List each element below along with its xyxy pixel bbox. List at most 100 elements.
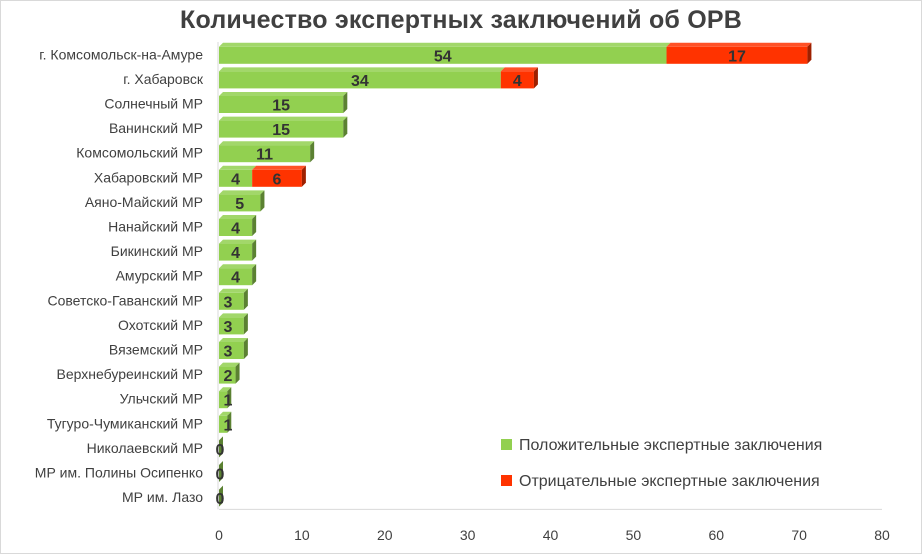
bar-negative <box>666 46 808 64</box>
bar-side-face <box>235 362 240 384</box>
legend-swatch <box>501 439 512 450</box>
data-label: 3 <box>224 344 233 361</box>
legend-label: Отрицательные экспертные заключения <box>519 473 820 490</box>
category-label: Советско-Гаванский МР <box>47 292 203 308</box>
bar-side-face <box>219 436 223 458</box>
bar-positive <box>219 145 311 163</box>
x-tick-label: 80 <box>874 527 890 543</box>
data-label: 0 <box>216 467 225 484</box>
data-label: 6 <box>273 171 282 188</box>
bar-top-face <box>219 411 232 416</box>
category-label: Охотский МР <box>118 317 203 333</box>
bar-top-face <box>219 116 348 121</box>
x-tick-label: 10 <box>294 527 310 543</box>
bar-top-face <box>500 67 538 72</box>
data-label: 2 <box>224 368 233 385</box>
x-tick-label: 0 <box>215 527 223 543</box>
bar-top-face <box>219 92 348 96</box>
bar-side-face <box>219 485 223 507</box>
bar-positive <box>219 317 244 335</box>
bar-top-face <box>219 288 248 293</box>
category-label: Ванинский МР <box>109 120 203 136</box>
category-label: Тугуро-Чумиканский МР <box>47 415 203 431</box>
category-label: МР им. Лазо <box>122 489 203 505</box>
data-label: 4 <box>231 221 240 238</box>
category-label: Комсомольский МР <box>76 145 203 161</box>
data-label: 4 <box>231 270 240 287</box>
data-label: 0 <box>216 491 225 508</box>
bar-top-face <box>219 190 265 195</box>
category-label: Ульчский МР <box>120 391 203 407</box>
bar-side-face <box>260 190 265 212</box>
data-label: 15 <box>272 122 290 139</box>
category-label: Хабаровский МР <box>94 169 203 185</box>
bar-side-face <box>310 141 315 163</box>
bar-top-face <box>219 362 240 367</box>
x-tick-label: 50 <box>626 527 642 543</box>
data-label: 4 <box>513 73 522 90</box>
bar-top-face <box>219 338 248 342</box>
bar-positive <box>219 219 253 236</box>
category-label: Аяно-Майский МР <box>85 194 203 210</box>
bar-positive <box>219 194 261 212</box>
data-label: 0 <box>216 442 225 459</box>
bar-side-face <box>252 239 257 261</box>
bar-top-face <box>219 264 257 269</box>
data-label: 17 <box>728 48 746 65</box>
x-tick-label: 60 <box>708 527 724 543</box>
category-label: Верхнебуреинский МР <box>57 366 203 382</box>
category-label: г. Комсомольск-на-Амуре <box>39 46 203 62</box>
bar-positive <box>219 46 667 64</box>
bar-positive <box>219 342 244 359</box>
bar-side-face <box>343 116 348 138</box>
x-tick-label: 70 <box>791 527 807 543</box>
bar-side-face <box>243 313 248 335</box>
data-label: 4 <box>231 171 240 188</box>
category-label: Николаевский МР <box>87 440 203 456</box>
x-tick-label: 30 <box>460 527 476 543</box>
bar-positive <box>219 71 501 89</box>
bar-top-face <box>219 215 257 219</box>
bar-side-face <box>252 215 257 236</box>
bar-positive <box>219 169 253 187</box>
data-label: 1 <box>224 393 233 410</box>
category-label: Бикинский МР <box>111 243 203 259</box>
bar-positive <box>219 366 236 384</box>
bar-top-face <box>219 141 315 146</box>
bar-positive <box>219 292 244 310</box>
bar-top-face <box>219 387 232 392</box>
bar-side-face <box>343 92 348 113</box>
bar-side-face <box>533 67 538 89</box>
bar-positive <box>219 391 228 409</box>
chart-title: Количество экспертных заключений об ОРВ <box>180 6 742 34</box>
bar-positive <box>219 415 228 433</box>
bar-top-face <box>219 239 257 244</box>
category-label: Солнечный МР <box>104 96 203 112</box>
bar-side-face <box>227 387 232 409</box>
bar-side-face <box>243 288 248 310</box>
bar-side-face <box>301 165 306 187</box>
bar-top-face <box>252 165 306 170</box>
category-label: МР им. Полины Осипенко <box>35 465 203 481</box>
bar-side-face <box>219 461 223 482</box>
data-label: 3 <box>224 319 233 336</box>
legend-swatch <box>501 475 512 486</box>
bar-top-face <box>219 42 671 47</box>
bar-side-face <box>807 42 812 64</box>
bar-positive <box>219 243 253 261</box>
data-label: 15 <box>272 98 290 115</box>
data-label: 54 <box>434 48 452 65</box>
legend-label: Положительные экспертные заключения <box>519 437 822 454</box>
data-label: 11 <box>256 147 273 164</box>
category-label: Нанайский МР <box>108 219 203 235</box>
data-label: 4 <box>231 245 240 262</box>
category-label: г. Хабаровск <box>123 71 204 87</box>
bar-negative <box>500 71 534 89</box>
category-label: Амурский МР <box>116 268 203 284</box>
bar-top-face <box>219 67 505 72</box>
data-label: 34 <box>351 73 369 90</box>
bar-positive <box>219 120 344 138</box>
data-label: 1 <box>224 417 233 434</box>
bar-positive <box>219 268 253 286</box>
